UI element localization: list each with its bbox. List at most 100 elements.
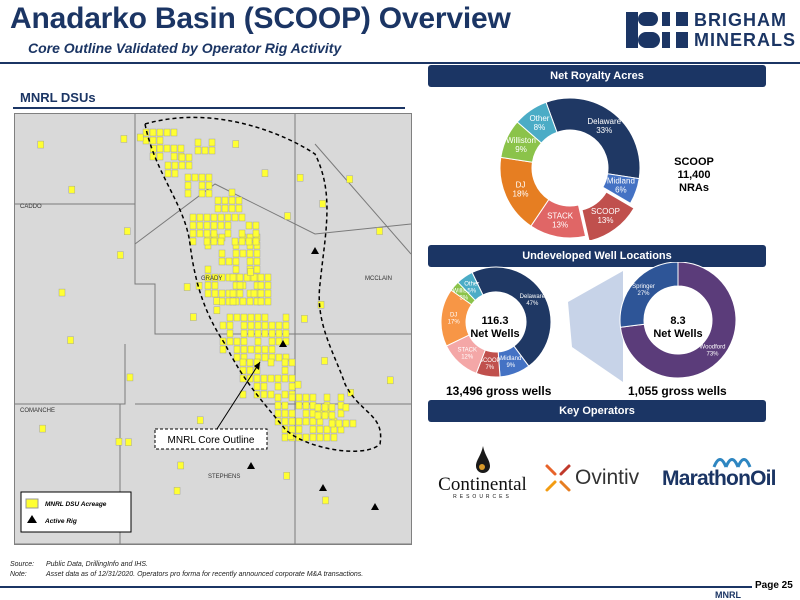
dsu-cell xyxy=(264,289,272,298)
dsu-cell xyxy=(235,204,243,213)
dsu-cell xyxy=(228,196,236,205)
slice-label: Delaware xyxy=(520,294,546,300)
slice-label: Other xyxy=(529,114,549,123)
dsu-cell xyxy=(309,425,317,434)
dsu-cell xyxy=(323,433,331,442)
dsu-cell xyxy=(281,401,289,410)
dsu-cell xyxy=(376,227,383,235)
slice-value: 12% xyxy=(461,354,474,360)
ovintiv-logo: Ovintiv xyxy=(543,462,651,498)
dsu-cell xyxy=(190,313,197,321)
dsu-cell xyxy=(37,140,44,149)
slice-label: SCOOP xyxy=(591,207,620,216)
dsu-cell xyxy=(211,281,219,290)
dsu-cell xyxy=(205,181,213,190)
dsu-cell xyxy=(208,146,216,155)
dsu-cell xyxy=(171,169,179,178)
slice-label: SCOOP xyxy=(479,358,501,364)
dsu-cell xyxy=(214,204,222,213)
dsu-cell xyxy=(316,433,324,442)
dsu-cell xyxy=(203,237,211,246)
dsu-cell xyxy=(198,173,206,182)
dsu-map[interactable]: CADDO GRADY MCCLAIN COMANCHE STEPHENS MN… xyxy=(14,113,412,545)
dsu-cell xyxy=(204,281,212,290)
dsu-acreage-cells xyxy=(37,128,394,518)
county-label-grady: GRADY xyxy=(201,276,222,282)
dsu-cell xyxy=(302,417,310,426)
dsu-cell xyxy=(302,401,310,410)
county-boundaries xyxy=(15,114,411,544)
dsu-cell xyxy=(257,297,265,306)
dsu-cell xyxy=(120,135,128,143)
dsu-cell xyxy=(261,329,269,338)
dsu-cell xyxy=(302,409,310,418)
dsu-cell xyxy=(239,358,247,367)
dsu-cell xyxy=(264,273,272,282)
slice-label: STACK xyxy=(547,212,574,221)
dsu-cell xyxy=(283,472,290,480)
dsu-cell xyxy=(246,366,254,375)
dsu-cell xyxy=(274,409,282,418)
dsu-cell xyxy=(257,281,265,290)
dsu-cell xyxy=(335,419,343,428)
dsu-cell xyxy=(226,321,234,330)
yellow-square-icon xyxy=(25,498,39,509)
dsu-cell xyxy=(231,213,239,222)
zoom-connector xyxy=(568,271,623,382)
dsu-cell xyxy=(68,185,76,194)
dsu-cell xyxy=(323,393,331,402)
scoop-callout: SCOOP 11,400 NRAs xyxy=(664,156,724,195)
marathon-logo: MarathonOil xyxy=(662,455,782,499)
dsu-cell xyxy=(260,390,268,399)
dsu-cell xyxy=(149,136,157,145)
dsu-cell xyxy=(170,152,178,161)
dsu-cell xyxy=(247,345,255,354)
dsu-cell xyxy=(235,196,243,205)
ticker-label: MNRL xyxy=(715,590,741,600)
dsu-cell xyxy=(296,174,304,182)
dsu-cell xyxy=(247,268,254,276)
slice-value: 18% xyxy=(513,189,529,198)
dsu-cell xyxy=(261,169,269,177)
net-royalty-heading: Net Royalty Acres xyxy=(428,65,766,87)
slice-label: STACK xyxy=(457,347,477,353)
slice-value: 3% xyxy=(459,295,468,301)
dsu-cell xyxy=(219,321,227,330)
dsu-cell xyxy=(261,345,269,354)
dsu-cell xyxy=(149,128,157,137)
dsu-cell xyxy=(125,438,132,446)
dsu-cell xyxy=(229,297,237,306)
dsu-cell xyxy=(232,249,240,258)
dsu-cell xyxy=(240,329,248,338)
dsu-cell xyxy=(309,393,317,402)
dsu-cell xyxy=(337,409,345,418)
dsu-cell xyxy=(275,329,283,338)
page-subtitle: Core Outline Validated by Operator Rig A… xyxy=(28,40,342,56)
dsu-cell xyxy=(221,196,229,205)
dsu-cell xyxy=(275,337,283,346)
oil-drop-icon xyxy=(475,446,490,473)
dsu-cell xyxy=(164,161,172,170)
dsu-cell xyxy=(178,161,186,170)
dsu-cell xyxy=(314,411,322,420)
dsu-cell xyxy=(163,144,171,153)
dsu-cell xyxy=(238,213,246,222)
slice-value: 73% xyxy=(706,352,719,358)
dsu-cell xyxy=(124,227,131,235)
dsu-cell xyxy=(337,393,345,402)
slice-value: 13% xyxy=(597,216,613,225)
dsu-cell xyxy=(205,189,213,198)
dsu-cell xyxy=(210,229,218,238)
scoop-callout-value: 11,400 xyxy=(677,169,711,181)
dsu-cell xyxy=(226,329,234,338)
dsu-cell xyxy=(281,433,289,442)
dsu-cell xyxy=(321,411,329,420)
dsu-cell xyxy=(170,128,178,137)
dsu-cell xyxy=(232,257,240,266)
dsu-cell xyxy=(295,433,303,442)
dsu-cell xyxy=(243,273,251,282)
net-royalty-donut: Delaware33%Midland6%SCOOP13%STACK13%DJ18… xyxy=(499,97,641,240)
dsu-cell xyxy=(221,204,229,213)
slice-delaware xyxy=(545,97,641,180)
